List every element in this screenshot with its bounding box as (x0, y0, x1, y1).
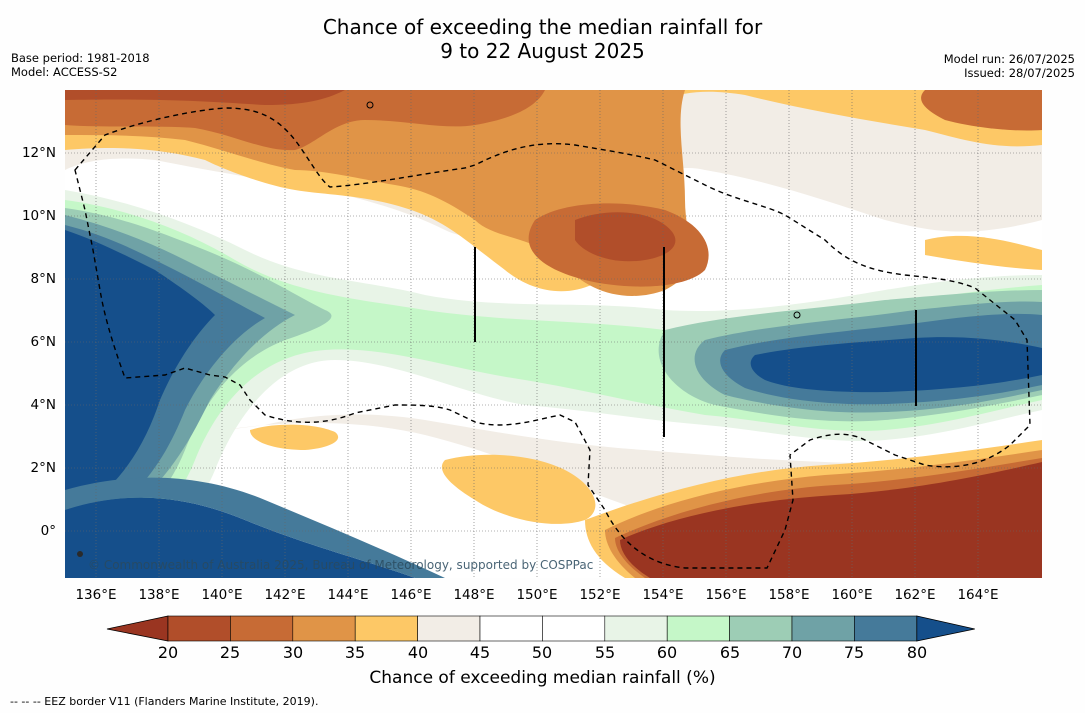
colorbar-tick: 55 (594, 643, 616, 662)
colorbar-tick: 70 (781, 643, 803, 662)
colorbar-tick: 60 (656, 643, 678, 662)
lon-label: 156°E (705, 587, 747, 603)
colorbar-tick: 25 (219, 643, 241, 662)
colorbar-tick: 65 (719, 643, 741, 662)
band-35-40-sw (250, 424, 339, 450)
band-above-80-east (750, 337, 1042, 393)
lon-label: 162°E (894, 587, 936, 603)
lon-label: 154°E (642, 587, 684, 603)
lat-label: 8°N (30, 271, 56, 287)
lon-label: 138°E (138, 587, 180, 603)
colorbar-title: Chance of exceeding median rainfall (%) (369, 668, 716, 688)
model-run-date: Model run: 26/07/2025 (943, 52, 1075, 66)
colorbar-segment (854, 615, 918, 642)
colorbar-tick: 20 (157, 643, 179, 662)
colorbar-segment (791, 615, 855, 642)
map-title-line1: Chance of exceeding the median rainfall … (322, 15, 763, 39)
island (77, 551, 83, 557)
lat-label: 12°N (21, 145, 56, 161)
colorbar-segment (666, 615, 730, 642)
copyright-notice: © Commonwealth of Australia 2025, Bureau… (88, 558, 594, 572)
island (366, 101, 374, 109)
colorbar-segment (292, 615, 356, 642)
colorbar-segment (604, 615, 668, 642)
lat-label: 10°N (21, 208, 56, 224)
base-period: Base period: 1981-2018 (11, 51, 150, 65)
lat-label: 4°N (30, 397, 56, 413)
colorbar-arrow-high (916, 615, 975, 642)
colorbar-segment (354, 615, 418, 642)
band-25-30-ne (921, 90, 1042, 131)
colorbar (106, 615, 975, 642)
lon-label: 146°E (390, 587, 432, 603)
colorbar-segment (479, 615, 543, 642)
colorbar-segment (417, 615, 481, 642)
lat-label: 2°N (30, 460, 56, 476)
lon-label: 140°E (201, 587, 243, 603)
colorbar-segment (542, 615, 606, 642)
band-60-65 (65, 200, 1042, 570)
rainfall-map (65, 90, 1042, 578)
island (793, 311, 801, 319)
eez-legend-note: -- -- -- EEZ border V11 (Flanders Marine… (10, 695, 319, 708)
lon-label: 144°E (327, 587, 369, 603)
model-name: Model: ACCESS-S2 (11, 65, 118, 79)
band-75-80-south (65, 477, 445, 578)
lon-label: 164°E (957, 587, 999, 603)
band-25-30 (65, 90, 545, 151)
band-20-25-nw (65, 90, 345, 105)
lon-label: 150°E (516, 587, 558, 603)
band-35-40-east (925, 235, 1042, 270)
issued-date: Issued: 28/07/2025 (964, 66, 1075, 80)
lat-label: 0° (40, 523, 56, 539)
map-title-line2: 9 to 22 August 2025 (440, 39, 645, 63)
band-above-80-south (65, 497, 415, 578)
lon-label: 148°E (453, 587, 495, 603)
rainfall-field (65, 90, 1042, 578)
band-below-20-se (620, 462, 1042, 578)
colorbar-arrow-low (106, 615, 169, 642)
lon-label: 160°E (831, 587, 873, 603)
lon-label: 158°E (768, 587, 810, 603)
colorbar-tick: 75 (843, 643, 865, 662)
lon-label: 152°E (579, 587, 621, 603)
lat-label: 6°N (30, 334, 56, 350)
colorbar-tick: 35 (344, 643, 366, 662)
lon-label: 142°E (264, 587, 306, 603)
colorbar-segment (729, 615, 793, 642)
colorbar-tick: 45 (469, 643, 491, 662)
colorbar-tick: 30 (282, 643, 304, 662)
colorbar-segment (167, 615, 231, 642)
lon-label: 136°E (75, 587, 117, 603)
eez-border-line (74, 107, 1031, 569)
colorbar-segment (230, 615, 294, 642)
colorbar-tick: 50 (531, 643, 553, 662)
colorbar-tick: 80 (906, 643, 928, 662)
map-graticule (65, 90, 1042, 578)
colorbar-tick: 40 (407, 643, 429, 662)
band-35-40-south (441, 454, 596, 524)
